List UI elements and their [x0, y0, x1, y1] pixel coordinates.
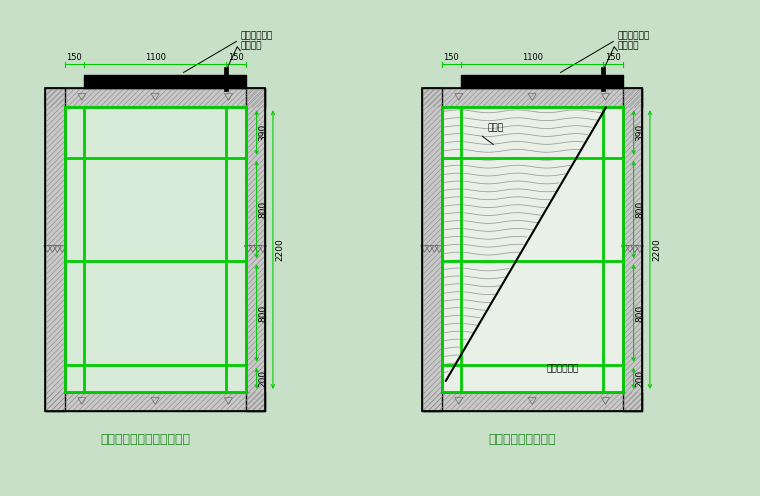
Text: 200: 200 [635, 370, 644, 387]
Bar [601, 67, 606, 91]
Text: 1100: 1100 [144, 53, 166, 62]
Text: 水平防护平面示意图: 水平防护平面示意图 [489, 433, 556, 446]
Text: 工具式防护门: 工具式防护门 [240, 31, 273, 40]
Text: 1100: 1100 [521, 53, 543, 62]
Bar [245, 88, 265, 411]
Text: 800: 800 [258, 201, 268, 218]
Text: 水平防护钢管架平面示意图: 水平防护钢管架平面示意图 [100, 433, 191, 446]
Bar [45, 88, 265, 411]
Text: 200: 200 [258, 370, 268, 387]
Text: 2200: 2200 [652, 238, 661, 261]
Bar [622, 88, 642, 411]
Text: 限位钢管: 限位钢管 [617, 42, 638, 51]
Text: 390: 390 [258, 124, 268, 141]
Text: 限位钢管: 限位钢管 [240, 42, 261, 51]
Bar [84, 75, 245, 88]
Bar [45, 392, 265, 411]
Text: 150: 150 [605, 53, 621, 62]
Text: 800: 800 [635, 201, 644, 218]
Bar [45, 88, 65, 411]
Text: 150: 150 [443, 53, 459, 62]
Text: 150: 150 [66, 53, 82, 62]
Bar [423, 392, 642, 411]
Text: 390: 390 [635, 124, 644, 141]
Text: 工具式防护门: 工具式防护门 [617, 31, 650, 40]
Bar [65, 107, 245, 392]
Text: 安全网: 安全网 [488, 123, 504, 132]
Text: 800: 800 [258, 305, 268, 322]
Bar [423, 88, 442, 411]
Text: 模板硬质封闭: 模板硬质封闭 [547, 365, 579, 373]
Bar [65, 107, 245, 392]
Text: 150: 150 [228, 53, 244, 62]
Text: 800: 800 [635, 305, 644, 322]
Text: 2200: 2200 [275, 238, 284, 261]
Bar [461, 75, 622, 88]
Bar [423, 88, 642, 411]
Bar [423, 88, 642, 107]
Bar [442, 107, 622, 392]
Bar [224, 67, 228, 91]
Bar [45, 88, 265, 107]
Bar [442, 107, 622, 392]
